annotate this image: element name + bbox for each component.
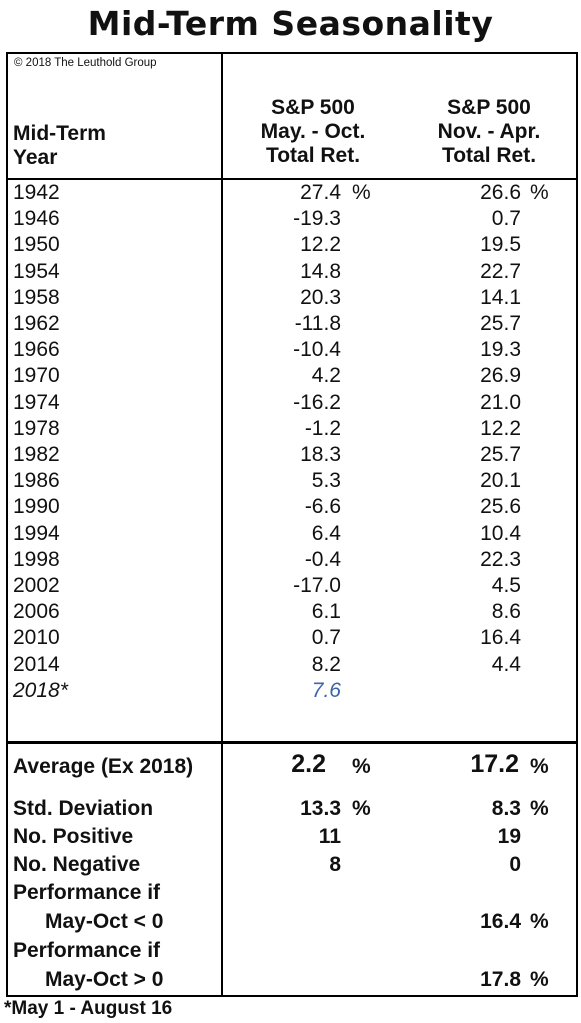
year-cell: 1942	[13, 181, 60, 204]
table-frame	[6, 52, 578, 997]
may-oct-column-header: S&P 500 May. - Oct. Total Ret.	[260, 96, 366, 167]
year-cell: 2018*	[13, 678, 68, 702]
year-cell: 1970	[13, 364, 60, 388]
may-oct-cell: 7.6	[311, 678, 341, 702]
nov-apr-cell: 19.5	[480, 233, 521, 257]
may-oct-cell: 6.4	[311, 521, 341, 545]
may-oct-cell: -11.8	[294, 312, 341, 335]
may-oct-cell: 27.4	[300, 181, 341, 204]
header-divider	[6, 178, 578, 180]
table-row: 2006 6.1 8.6	[0, 599, 581, 625]
nov-apr-cell: 16.4	[480, 626, 521, 650]
table-row: 1986 5.3 20.1	[0, 468, 581, 494]
may-oct-cell: -1.2	[304, 416, 341, 440]
column-divider	[221, 52, 223, 997]
table-row: 1950 12.2 19.5	[0, 232, 581, 258]
table-row: 1966 -10.4 19.3	[0, 337, 581, 363]
summary-divider	[6, 741, 578, 744]
year-cell: 1954	[13, 259, 60, 283]
nov-apr-cell: 26.6	[480, 181, 521, 204]
nov-apr-cell: 14.1	[480, 285, 521, 309]
nov-apr-cell: 0.7	[491, 207, 521, 231]
table-row: 1942 27.4 26.6%%	[0, 180, 581, 206]
year-cell: 1990	[13, 495, 60, 519]
nov-apr-cell: 26.9	[480, 364, 521, 388]
may-oct-cell: -10.4	[293, 338, 341, 362]
year-cell: 1966	[13, 338, 60, 362]
nov-apr-cell: 22.3	[480, 547, 521, 571]
nov-apr-cell: 10.4	[480, 521, 521, 545]
year-cell: 2010	[13, 626, 60, 650]
table-row: 1982 18.3 25.7	[0, 442, 581, 468]
may-oct-cell: 18.3	[300, 443, 341, 466]
year-cell: 1978	[13, 416, 60, 440]
year-cell: 1974	[13, 390, 60, 414]
percent-sign: %	[352, 181, 371, 204]
nov-apr-cell: 25.7	[480, 443, 521, 466]
year-cell: 1994	[13, 521, 60, 545]
may-oct-cell: -19.3	[293, 207, 341, 231]
may-oct-cell: 12.2	[300, 233, 341, 257]
may-oct-cell: 0.7	[311, 626, 341, 650]
year-cell: 1946	[13, 207, 60, 231]
page-title: Mid-Term Seasonality	[87, 4, 494, 43]
nov-apr-cell: 22.7	[480, 259, 521, 283]
table-row: 1998 -0.4 22.3	[0, 547, 581, 573]
nov-apr-cell: 12.2	[480, 416, 521, 440]
table-row: 1994 6.4 10.4	[0, 521, 581, 547]
may-oct-cell: 4.2	[311, 364, 341, 388]
nov-apr-cell: 4.4	[491, 652, 521, 676]
nov-apr-cell: 25.6	[480, 495, 521, 519]
partial-year-row: 2018* 7.6	[0, 678, 581, 704]
year-column-header: Mid-Term Year	[13, 122, 106, 169]
nov-apr-cell: 21.0	[480, 390, 521, 414]
copyright-note: © 2018 The Leuthold Group	[14, 57, 157, 69]
nov-apr-cell: 19.3	[480, 338, 521, 362]
may-oct-cell: 8.2	[311, 652, 341, 676]
table-row: 2010 0.7 16.4	[0, 625, 581, 651]
may-oct-cell: -6.6	[304, 495, 341, 519]
nov-apr-column-header: S&P 500 Nov. - Apr. Total Ret.	[437, 96, 541, 167]
nov-apr-cell: 20.1	[480, 469, 521, 493]
table-row: 1958 20.3 14.1	[0, 285, 581, 311]
table-row: 1954 14.8 22.7	[0, 259, 581, 285]
may-oct-cell: 5.3	[311, 469, 341, 493]
may-oct-cell: 14.8	[300, 259, 341, 283]
year-cell: 1958	[13, 285, 60, 309]
may-oct-cell: -16.2	[293, 390, 341, 414]
year-cell: 1982	[13, 443, 60, 466]
may-oct-cell: -0.4	[304, 547, 341, 571]
may-oct-cell: 20.3	[300, 285, 341, 309]
year-cell: 2002	[13, 574, 60, 597]
year-cell: 1998	[13, 547, 60, 571]
nov-apr-cell: 8.6	[491, 600, 521, 624]
nov-apr-cell: 25.7	[480, 312, 521, 335]
year-cell: 2014	[13, 652, 60, 676]
footnote: *May 1 - August 16	[4, 998, 173, 1019]
year-cell: 1986	[13, 469, 60, 493]
table-row: 1978 -1.2 12.2	[0, 416, 581, 442]
year-cell: 1950	[13, 233, 60, 257]
table-row: 2002 -17.0 4.5	[0, 573, 581, 599]
nov-apr-cell: 4.5	[491, 574, 521, 597]
table-row: 1962 -11.8 25.7	[0, 311, 581, 337]
may-oct-cell: -17.0	[293, 574, 341, 597]
year-cell: 1962	[13, 312, 60, 335]
year-cell: 2006	[13, 600, 60, 624]
table-row: 2014 8.2 4.4	[0, 652, 581, 678]
table-row: 1946 -19.3 0.7	[0, 206, 581, 232]
table-row: 1990 -6.6 25.6	[0, 494, 581, 520]
percent-sign: %	[530, 181, 549, 204]
may-oct-cell: 6.1	[311, 600, 341, 624]
table-row: 1974 -16.2 21.0	[0, 390, 581, 416]
table-row: 1970 4.2 26.9	[0, 363, 581, 389]
